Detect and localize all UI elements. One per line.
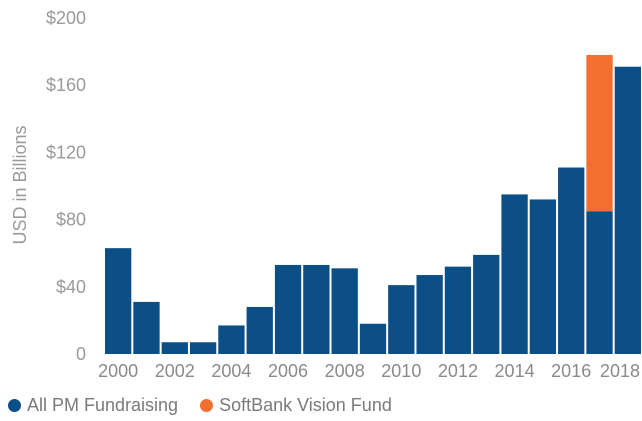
- x-tick-label: 2004: [211, 361, 251, 381]
- x-tick-label: 2008: [325, 361, 365, 381]
- x-tick-label: 2014: [495, 361, 535, 381]
- bar-all-pm-2018: [614, 66, 641, 354]
- legend-item-all-pm: All PM Fundraising: [8, 395, 178, 416]
- bar-all-pm-2004: [218, 325, 245, 354]
- bar-all-pm-2014: [501, 194, 528, 354]
- x-tick-label: 2018: [600, 361, 640, 381]
- y-tick-label: $40: [56, 277, 86, 297]
- bar-all-pm-2000: [105, 248, 132, 354]
- bar-all-pm-2015: [529, 199, 557, 354]
- x-axis: 2000 2002 2004 2006 2008 2010 2012 2014 2016 2018: [98, 361, 640, 381]
- legend-label-softbank: SoftBank Vision Fund: [219, 395, 392, 415]
- bar-all-pm-2001: [133, 301, 160, 354]
- legend-swatch-softbank: [200, 399, 214, 412]
- y-tick-label: $160: [46, 75, 86, 95]
- bar-softbank-2017: [586, 54, 613, 212]
- y-tick-label: $200: [46, 8, 86, 28]
- bar-all-pm-2010: [388, 285, 415, 354]
- y-axis-label: USD in Billions: [10, 125, 30, 244]
- x-tick-label: 2012: [438, 361, 478, 381]
- y-tick-label: $80: [56, 210, 86, 230]
- bar-all-pm-2011: [416, 275, 443, 354]
- bar-all-pm-2005: [246, 306, 273, 354]
- bar-all-pm-2007: [303, 264, 330, 354]
- bar-all-pm-2002: [161, 342, 188, 354]
- bar-all-pm-2017: [586, 211, 613, 354]
- bar-all-pm-2012: [444, 266, 472, 354]
- bar-all-pm-2016: [558, 167, 585, 354]
- y-axis: 0 $40 $80 $120 $160 $200: [46, 8, 86, 364]
- bar-all-pm-2013: [473, 254, 500, 354]
- legend-swatch-all-pm: [8, 399, 21, 412]
- x-tick-label: 2006: [268, 361, 308, 381]
- bar-all-pm-2008: [331, 268, 358, 354]
- x-tick-label: 2010: [381, 361, 421, 381]
- x-tick-label: 2000: [98, 361, 138, 381]
- bars: [105, 54, 641, 354]
- bar-all-pm-2006: [274, 264, 302, 354]
- x-tick-label: 2016: [551, 361, 591, 381]
- x-tick-label: 2002: [155, 361, 195, 381]
- legend: All PM Fundraising SoftBank Vision Fund: [8, 395, 414, 416]
- bar-all-pm-2003: [189, 342, 217, 354]
- bar-all-pm-2009: [359, 323, 387, 354]
- legend-label-all-pm: All PM Fundraising: [27, 395, 179, 415]
- y-tick-label: 0: [76, 344, 86, 364]
- legend-item-softbank: SoftBank Vision Fund: [200, 395, 392, 416]
- y-tick-label: $120: [46, 142, 86, 162]
